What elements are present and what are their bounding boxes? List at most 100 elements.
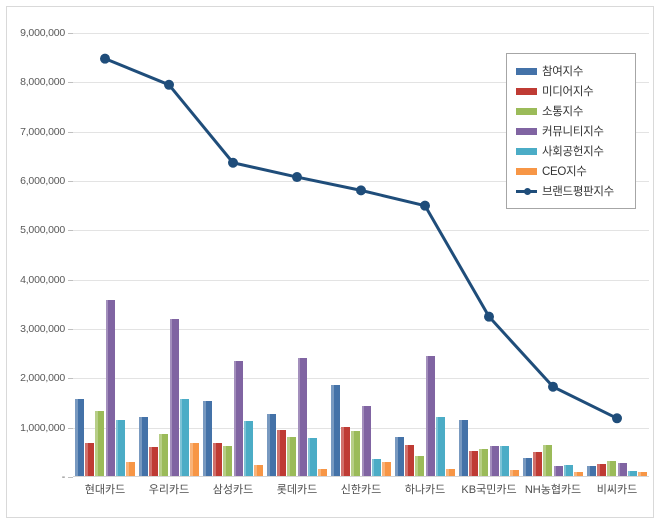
x-axis-tick-label: 하나카드 <box>404 484 446 496</box>
bar-group <box>459 33 519 477</box>
y-axis-tick-label: 7,000,000 <box>20 125 65 138</box>
bar-group <box>587 33 647 477</box>
bar <box>533 452 543 476</box>
bar <box>179 399 189 476</box>
bar <box>435 416 445 477</box>
x-axis-tick-label: KB국민카드 <box>461 484 517 496</box>
y-axis-tick-mark <box>68 378 73 380</box>
bar <box>425 356 435 476</box>
legend-item[interactable]: 브랜드평판지수 <box>516 181 626 201</box>
y-axis-labels: - 1,000,000 2,000,000 3,000,000 4,000,000 5,0… <box>7 27 65 483</box>
y-axis-tick-mark <box>68 279 73 281</box>
bar <box>139 417 148 476</box>
bar-group <box>203 33 263 477</box>
bar <box>95 411 105 476</box>
y-axis-tick-label: 9,000,000 <box>20 27 65 39</box>
bar <box>395 436 404 477</box>
bar <box>85 443 95 476</box>
legend-item-label: 참여지수 <box>542 66 584 78</box>
bar <box>499 446 509 476</box>
y-axis-tick-label: 8,000,000 <box>20 76 65 89</box>
bar <box>75 399 84 476</box>
x-axis-tick-label: NH농협카드 <box>524 484 582 496</box>
y-axis-tick-label: 5,000,000 <box>20 224 65 237</box>
x-axis-tick-label: 삼성카드 <box>212 484 254 496</box>
bar <box>297 357 307 477</box>
bar <box>459 419 468 477</box>
legend-line-marker-icon <box>516 187 537 196</box>
legend-item-label: 사회공헌지수 <box>542 146 604 158</box>
legend-item-label: 커뮤니티지수 <box>542 126 604 138</box>
chart-container: - 1,000,000 2,000,000 3,000,000 4,000,000 5,0… <box>6 6 654 518</box>
x-axis-tick-label: 우리카드 <box>148 484 190 496</box>
bar-group <box>267 33 327 477</box>
bar <box>254 464 263 477</box>
bar <box>233 360 243 477</box>
y-axis-tick-mark <box>68 427 73 429</box>
y-axis-tick-mark <box>68 131 73 133</box>
bar <box>115 420 125 476</box>
legend-item-label: CEO지수 <box>542 166 587 178</box>
legend-item-label: 소통지수 <box>542 106 584 118</box>
legend-item[interactable]: 참여지수 <box>516 61 626 81</box>
bar <box>446 468 455 477</box>
bar <box>638 471 647 477</box>
bar <box>563 464 573 477</box>
legend-item[interactable]: 미디어지수 <box>516 81 626 101</box>
bar <box>307 438 317 476</box>
bar <box>277 429 287 477</box>
legend-color-swatch <box>516 67 537 75</box>
gridline <box>73 427 649 429</box>
x-axis-tick-label: 신한카드 <box>340 484 382 496</box>
bar <box>587 465 596 477</box>
bar <box>607 461 617 476</box>
bar-group <box>75 33 135 477</box>
legend-item[interactable]: CEO지수 <box>516 161 626 181</box>
y-axis-tick-label: 6,000,000 <box>20 175 65 187</box>
bar <box>523 457 532 477</box>
y-axis-tick-mark <box>68 33 73 34</box>
bar <box>415 456 425 476</box>
y-axis-tick-mark <box>68 181 73 182</box>
bar-group <box>523 33 583 477</box>
bar <box>159 433 169 477</box>
bar <box>105 300 115 476</box>
x-axis-tick-label: 현대카드 <box>84 484 126 496</box>
bar <box>553 465 563 477</box>
bar <box>287 437 297 476</box>
bar <box>331 384 340 477</box>
bar <box>213 442 223 477</box>
x-axis-tick-label: 롯데카드 <box>276 484 318 496</box>
legend-item[interactable]: 커뮤니티지수 <box>516 121 626 141</box>
legend-item[interactable]: 사회공헌지수 <box>516 141 626 161</box>
plot-area <box>73 33 649 477</box>
x-axis-tick-label: 비씨카드 <box>596 484 638 496</box>
bar-group <box>395 33 455 477</box>
bar <box>318 469 327 476</box>
bar <box>203 401 212 476</box>
legend-item-label: 미디어지수 <box>542 86 594 98</box>
bar <box>371 459 381 476</box>
y-axis-tick-label: - <box>61 471 65 483</box>
bar <box>190 443 199 476</box>
y-axis-tick-mark <box>68 230 73 232</box>
bar <box>361 405 371 477</box>
legend-color-swatch <box>516 127 537 135</box>
x-axis-labels: 현대카드 우리카드 삼성카드 롯데카드 신한카드 하나카드 KB국민카드 NH농협카드 비씨카드 <box>73 481 649 505</box>
y-axis-tick-label: 1,000,000 <box>20 421 65 434</box>
bar <box>479 449 489 476</box>
legend-item[interactable]: 소통지수 <box>516 101 626 121</box>
bar <box>382 461 391 477</box>
bar <box>405 445 415 476</box>
legend-color-swatch <box>516 147 537 155</box>
y-axis-tick-label: 2,000,000 <box>20 372 65 385</box>
bar <box>510 469 519 477</box>
legend-color-swatch <box>516 167 537 175</box>
y-axis-tick-label: 4,000,000 <box>20 273 65 286</box>
y-axis-tick-mark <box>68 477 73 478</box>
bar <box>489 446 499 476</box>
gridline <box>73 33 649 34</box>
bar <box>169 318 179 477</box>
y-axis-tick-mark <box>68 82 73 84</box>
